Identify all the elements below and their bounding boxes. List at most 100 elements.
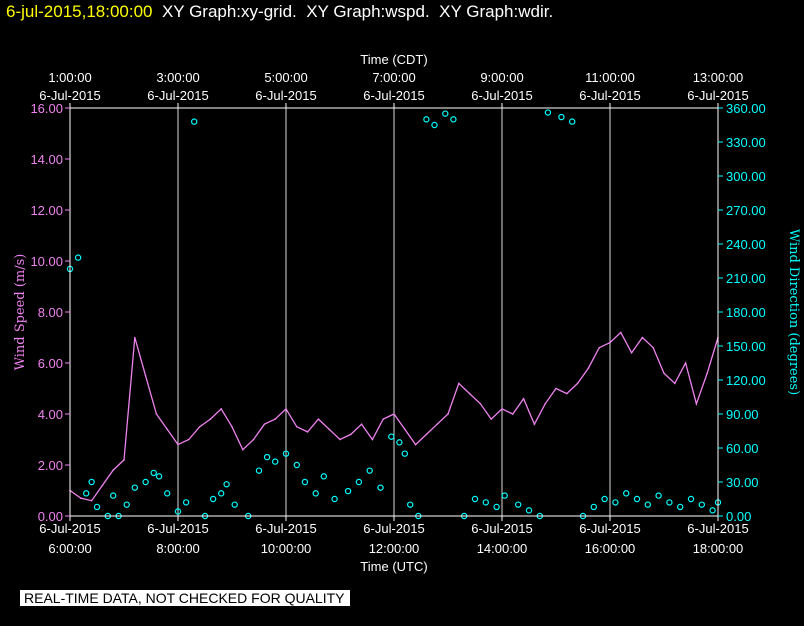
wind-speed-point <box>134 336 136 339</box>
graph-header: 6-jul-2015,18:00:00 XY Graph:xy-grid. XY… <box>6 2 553 22</box>
wind-direction-marker <box>544 109 552 116</box>
wind-speed-point <box>468 392 471 395</box>
right-tick-label: 150.00 <box>726 339 766 354</box>
top-tick-label-time: 13:00:00 <box>693 70 744 85</box>
wind-speed-point <box>652 346 654 349</box>
left-tick-label: 14.00 <box>30 152 63 167</box>
header-graph-2: XY Graph:wspd. <box>306 2 430 21</box>
right-tick-label: 180.00 <box>726 305 766 320</box>
wind-direction-marker <box>74 254 82 261</box>
wind-speed-point <box>522 397 525 400</box>
wind-speed-point <box>695 403 698 405</box>
wind-direction-marker <box>174 508 182 515</box>
bottom-axis-title: Time (UTC) <box>360 559 427 574</box>
wind-direction-marker <box>93 503 101 511</box>
top-tick-label-date: 6-Jul-2015 <box>687 88 748 103</box>
wind-speed-point <box>501 408 503 410</box>
bottom-tick-label-date: 6-Jul-2015 <box>147 521 208 536</box>
left-tick-label: 2.00 <box>38 458 63 473</box>
wind-direction-marker <box>396 439 403 446</box>
wind-speed-point <box>566 392 568 395</box>
wind-speed-point <box>458 382 460 385</box>
wind-speed-point <box>350 433 352 436</box>
wind-direction-marker <box>633 495 641 503</box>
wind-direction-marker <box>698 501 706 508</box>
wind-speed-point <box>242 448 244 451</box>
wind-speed-point <box>479 403 482 405</box>
wind-speed-point <box>630 352 633 354</box>
wind-speed-point <box>609 341 611 344</box>
wind-direction-marker <box>344 487 352 495</box>
wind-speed-point <box>425 433 428 436</box>
wind-speed-point <box>663 372 665 375</box>
chart-labels: 1:00:00 6-Jul-2015 3:00:00 6-Jul-2015 5:00:0… <box>13 52 801 574</box>
wind-speed-series <box>69 331 719 502</box>
wind-speed-point <box>490 418 493 420</box>
top-tick-label-time: 9:00:00 <box>480 70 523 85</box>
right-tick-label: 210.00 <box>726 271 766 286</box>
right-tick-label: 60.00 <box>726 441 759 456</box>
wind-speed-point <box>706 372 708 375</box>
wind-speed-point <box>544 403 546 405</box>
right-axis-title: Wind Direction (degrees) <box>786 229 801 395</box>
wind-direction-marker <box>687 495 695 503</box>
right-tick-label: 30.00 <box>726 475 759 490</box>
left-tick-label: 6.00 <box>38 356 63 371</box>
right-tick-label: 240.00 <box>726 237 766 252</box>
top-tick-label-time: 11:00:00 <box>585 70 635 85</box>
wind-speed-point <box>587 367 590 369</box>
wind-direction-marker <box>272 458 279 465</box>
top-tick-label-time: 5:00:00 <box>264 70 307 85</box>
wind-direction-marker <box>644 501 652 508</box>
bottom-tick-label-date: 6-Jul-2015 <box>255 521 316 536</box>
wind-direction-marker <box>293 461 300 469</box>
wind-speed-point <box>306 431 309 433</box>
wind-direction-marker <box>366 467 373 474</box>
left-tick-label: 4.00 <box>38 407 63 422</box>
right-tick-label: 300.00 <box>726 169 766 184</box>
wind-direction-marker <box>655 492 662 499</box>
left-axis-title: Wind Speed (m/s) <box>13 254 28 371</box>
wind-direction-marker <box>301 478 309 486</box>
wind-speed-point <box>512 413 514 415</box>
wind-direction-marker <box>331 495 338 503</box>
wind-speed-point <box>220 408 222 410</box>
wind-speed-point <box>436 423 439 426</box>
bottom-tick-label-time: 12:00:00 <box>369 541 420 556</box>
top-tick-label-date: 6-Jul-2015 <box>579 88 640 103</box>
wind-direction-marker <box>355 478 363 486</box>
top-tick-label-date: 6-Jul-2015 <box>147 88 208 103</box>
top-tick-label-date: 6-Jul-2015 <box>471 88 532 103</box>
wind-direction-marker <box>569 118 576 125</box>
wind-speed-point <box>674 382 676 385</box>
chart-axes <box>65 103 723 521</box>
wind-direction-marker <box>320 473 327 480</box>
wind-speed-point <box>317 418 320 420</box>
header-timestamp: 6-jul-2015,18:00:00 <box>6 2 153 21</box>
wind-speed-point <box>177 443 179 446</box>
left-tick-label: 8.00 <box>38 305 63 320</box>
wind-speed-point <box>101 484 104 487</box>
wind-direction-marker <box>623 490 630 497</box>
left-tick-label: 16.00 <box>30 101 63 116</box>
wind-direction-marker <box>182 499 190 506</box>
wind-speed-point <box>123 459 125 461</box>
wind-speed-point <box>252 438 255 441</box>
left-tick-label: 10.00 <box>30 254 63 269</box>
top-tick-label-date: 6-Jul-2015 <box>363 88 424 103</box>
wind-direction-marker <box>442 110 449 117</box>
wind-speed-point <box>274 418 277 420</box>
bottom-tick-label-time: 6:00:00 <box>48 541 91 556</box>
wind-direction-marker <box>231 501 238 508</box>
wind-direction-marker <box>677 503 684 511</box>
top-tick-label-date: 6-Jul-2015 <box>39 88 100 103</box>
top-tick-label-date: 6-Jul-2015 <box>255 88 316 103</box>
wind-direction-marker <box>142 478 149 486</box>
wind-direction-marker <box>388 433 395 440</box>
right-tick-label: 0.00 <box>726 509 751 524</box>
data-quality-note: REAL-TIME DATA, NOT CHECKED FOR QUALITY <box>20 590 351 606</box>
top-tick-label-time: 7:00:00 <box>372 70 415 85</box>
wind-direction-marker <box>255 467 263 474</box>
right-tick-label: 360.00 <box>726 101 766 116</box>
